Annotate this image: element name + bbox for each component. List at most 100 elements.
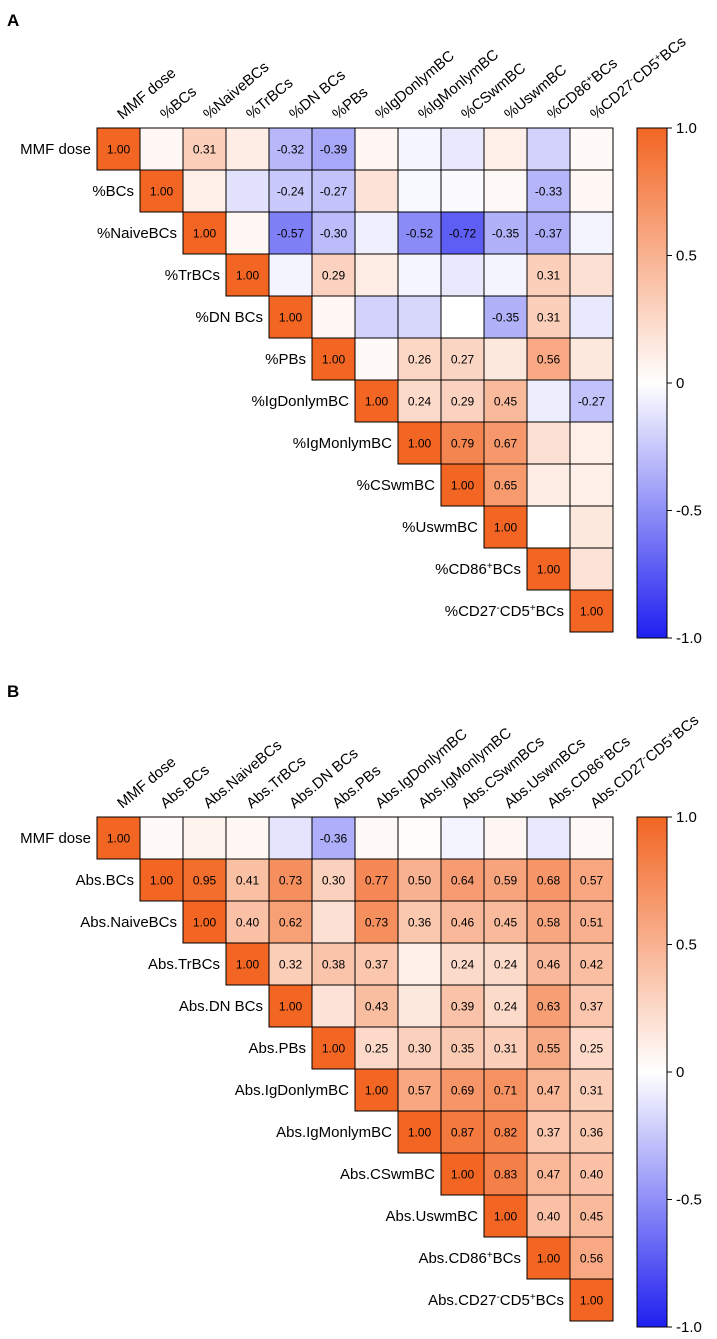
cell-value-label: 0.79 [451, 437, 475, 451]
cell-value-label: 0.87 [451, 1126, 475, 1140]
heatmap-cell [311, 1026, 356, 1070]
cell-value-label: 0.40 [580, 1168, 604, 1182]
cell-value-label: 0.51 [580, 916, 604, 930]
row-label: Abs.CSwmBC [340, 1166, 435, 1183]
heatmap-cell [569, 816, 614, 860]
cell-value-label: 0.31 [494, 1042, 518, 1056]
heatmap-cell [311, 900, 356, 944]
heatmap-cell [526, 816, 571, 860]
cell-value-label: 1.00 [365, 1084, 389, 1098]
cell-value-label: 1.00 [580, 1294, 604, 1308]
heatmap-cell [483, 169, 528, 213]
cell-value-label: 1.00 [236, 958, 260, 972]
cell-value-label: -0.32 [277, 143, 305, 157]
heatmap-cell [397, 379, 442, 423]
heatmap-cell [225, 127, 270, 171]
cell-value-label: 0.69 [451, 1084, 475, 1098]
cell-value-label: 0.37 [537, 1126, 561, 1140]
heatmap-cell [139, 127, 184, 171]
cell-value-label: 0.26 [408, 353, 432, 367]
cell-value-label: 0.41 [236, 874, 260, 888]
heatmap-cell [225, 858, 270, 902]
cell-value-label: 0.95 [193, 874, 217, 888]
heatmap-cell [526, 1152, 571, 1196]
cell-value-label: 0.25 [580, 1042, 604, 1056]
cell-value-label: 1.00 [193, 916, 217, 930]
cell-value-label: 0.45 [494, 395, 518, 409]
cell-value-label: 0.68 [537, 874, 561, 888]
row-label: Abs.UswmBC [385, 1208, 478, 1225]
heatmap-cell [225, 211, 270, 255]
cell-value-label: 0.64 [451, 874, 475, 888]
cell-value-label: 1.00 [236, 269, 260, 283]
row-label: Abs.IgMonlymBC [276, 1124, 392, 1141]
row-label: Abs.PBs [248, 1040, 306, 1057]
heatmap-cell [526, 1026, 571, 1070]
heatmap-cell [526, 1194, 571, 1238]
cell-value-label: -0.57 [277, 227, 305, 241]
heatmap-cell [483, 984, 528, 1028]
heatmap-cell [397, 253, 442, 297]
heatmap-cell [96, 127, 141, 171]
heatmap-cell [569, 589, 614, 633]
heatmap-cell [569, 505, 614, 549]
heatmap-cell [569, 1068, 614, 1112]
cell-value-label: 1.00 [107, 143, 131, 157]
cell-value-label: 1.00 [494, 521, 518, 535]
cell-value-label: -0.35 [492, 227, 520, 241]
heatmap-cell [526, 127, 571, 171]
cell-value-label: 0.71 [494, 1084, 518, 1098]
cell-value-label: 0.82 [494, 1126, 518, 1140]
heatmap-cell [397, 816, 442, 860]
heatmap-cell [483, 295, 528, 339]
row-label: %CD27-CD5+BCs [445, 603, 564, 620]
cell-value-label: 0.50 [408, 874, 432, 888]
cell-value-label: 0.65 [494, 479, 518, 493]
cell-value-label: 0.29 [322, 269, 346, 283]
heatmap-cell [483, 1152, 528, 1196]
cell-value-label: -0.30 [320, 227, 348, 241]
heatmap-cell [569, 127, 614, 171]
heatmap-cell [440, 900, 485, 944]
cell-value-label: 1.00 [451, 479, 475, 493]
cell-value-label: 0.27 [451, 353, 475, 367]
heatmap-cell [569, 942, 614, 986]
cell-value-label: 0.35 [451, 1042, 475, 1056]
cell-value-label: 1.00 [150, 185, 174, 199]
row-label: %DN BCs [195, 309, 263, 326]
cell-value-label: 0.55 [537, 1042, 561, 1056]
colorbar-tick-label: 1.0 [676, 809, 697, 826]
cell-value-label: 1.00 [150, 874, 174, 888]
row-label: %PBs [265, 351, 306, 368]
heatmap-cell [268, 253, 313, 297]
cell-value-label: -0.72 [449, 227, 477, 241]
heatmap-cell [526, 253, 571, 297]
heatmap-cell [96, 816, 141, 860]
heatmap-cell [268, 211, 313, 255]
heatmap-cell [182, 816, 227, 860]
cell-value-label: 1.00 [494, 1210, 518, 1224]
cell-value-label: 0.29 [451, 395, 475, 409]
cell-value-label: 1.00 [537, 563, 561, 577]
cell-value-label: 1.00 [107, 832, 131, 846]
cell-value-label: 1.00 [537, 1252, 561, 1266]
row-label: %BCs [92, 183, 134, 200]
cell-value-label: 1.00 [408, 1126, 432, 1140]
heatmap-cell [182, 858, 227, 902]
cell-value-label: 0.47 [537, 1084, 561, 1098]
heatmap-cell [311, 253, 356, 297]
heatmap-cell [354, 379, 399, 423]
row-label: %CSwmBC [357, 477, 436, 494]
heatmap-cell [483, 1068, 528, 1112]
colorbar-tick-label: -1.0 [676, 1319, 702, 1336]
heatmap-cell [569, 169, 614, 213]
cell-value-label: 0.45 [494, 916, 518, 930]
heatmap-cell [526, 505, 571, 549]
row-label: MMF dose [20, 830, 91, 847]
heatmap-cell [182, 127, 227, 171]
heatmap-cell [440, 337, 485, 381]
cell-value-label: 0.40 [537, 1210, 561, 1224]
heatmap-cell [526, 421, 571, 465]
cell-value-label: 0.47 [537, 1168, 561, 1182]
